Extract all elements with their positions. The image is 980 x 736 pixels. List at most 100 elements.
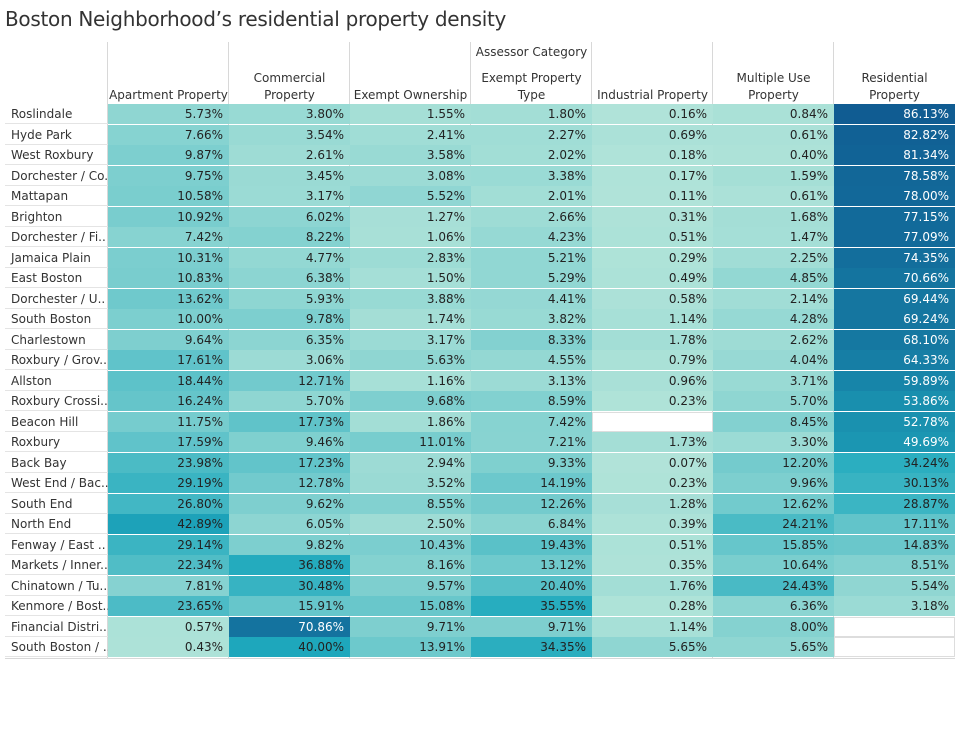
heatmap-cell: 8.00% (713, 616, 834, 637)
heatmap-cell: 59.89% (834, 370, 955, 391)
row-label: Hyde Park (5, 125, 108, 145)
row-label: Fenway / East .. (5, 535, 108, 555)
row-label: Dorchester / Fi.. (5, 227, 108, 247)
heatmap-cell: 10.43% (350, 534, 471, 555)
column-header: Commercial Property (229, 68, 350, 104)
heatmap-cell: 7.81% (108, 575, 229, 596)
column-header-line: Property (748, 88, 799, 102)
heatmap-cell: 0.18% (592, 145, 713, 165)
heatmap-cell: 34.35% (471, 637, 592, 657)
heatmap-cell: 9.64% (108, 329, 229, 350)
column-header-line: Residential (861, 71, 928, 85)
heatmap-cell: 5.54% (834, 575, 955, 596)
table-row: East Boston 10.83% 6.38% 1.50% 5.29% 0.49% 4.8… (5, 268, 955, 288)
heatmap-cell: 9.87% (108, 145, 229, 165)
table-row: Allston 18.44% 12.71% 1.16% 3.13% 0.96% 3.71% 5… (5, 370, 955, 391)
heatmap-cell: 14.83% (834, 534, 955, 555)
heatmap-cell: 81.34% (834, 145, 955, 165)
heatmap-cell: 2.83% (350, 247, 471, 268)
row-label: Roxbury / Grov.. (5, 350, 108, 370)
table-row: Brighton 10.92% 6.02% 1.27% 2.66% 0.31% 1.68% 7… (5, 206, 955, 227)
heatmap-cell: 5.93% (229, 288, 350, 309)
column-header: Exempt Ownership (350, 68, 471, 104)
heatmap-cell: 2.62% (713, 329, 834, 350)
heatmap-cell: 24.21% (713, 514, 834, 534)
column-separator (712, 42, 713, 658)
row-label: Charlestown (5, 330, 108, 350)
heatmap-cell: 7.42% (471, 411, 592, 432)
heatmap-cell: 0.17% (592, 165, 713, 186)
heatmap-cell: 0.61% (713, 124, 834, 145)
row-label: Kenmore / Bost.. (5, 596, 108, 616)
heatmap-cell: 0.84% (713, 104, 834, 124)
heatmap-cell: 9.78% (229, 309, 350, 329)
heatmap-cell: 2.94% (350, 452, 471, 473)
heatmap-cell: 3.17% (350, 329, 471, 350)
heatmap-cell: 49.69% (834, 432, 955, 452)
row-label: South End (5, 494, 108, 514)
column-header-line: Type (517, 88, 546, 102)
heatmap-cell: 17.59% (108, 432, 229, 452)
column-header-line: Exempt Ownership (353, 88, 468, 102)
heatmap-cell: 0.43% (108, 637, 229, 657)
heatmap-cell: 5.63% (350, 350, 471, 370)
heatmap-cell: 18.44% (108, 370, 229, 391)
heatmap-cell: 3.82% (471, 309, 592, 329)
heatmap-cell: 8.55% (350, 493, 471, 514)
heatmap-cell: 6.36% (713, 596, 834, 616)
heatmap-cell: 19.43% (471, 534, 592, 555)
row-label: Roxbury Crossi.. (5, 391, 108, 411)
row-label: South Boston (5, 309, 108, 329)
heatmap-cell: 1.06% (350, 227, 471, 247)
heatmap-cell: 1.76% (592, 575, 713, 596)
table-row: Markets / Inner.. 22.34% 36.88% 8.16% 13.12%… (5, 555, 955, 575)
heatmap-cell: 2.41% (350, 124, 471, 145)
table-row: Charlestown 9.64% 6.35% 3.17% 8.33% 1.78% 2.62… (5, 329, 955, 350)
column-separator (349, 42, 350, 658)
column-separator (591, 42, 592, 658)
heatmap-cell: 6.38% (229, 268, 350, 288)
heatmap-cell: 3.30% (713, 432, 834, 452)
heatmap-cell: 3.54% (229, 124, 350, 145)
heatmap-cell: 3.06% (229, 350, 350, 370)
heatmap-cell: 3.58% (350, 145, 471, 165)
heatmap-cell: 2.14% (713, 288, 834, 309)
heatmap-cell: 5.70% (229, 391, 350, 411)
heatmap-cell: 15.08% (350, 596, 471, 616)
table-row: Dorchester / Fi.. 7.42% 8.22% 1.06% 4.23% 0.5… (5, 227, 955, 247)
heatmap-cell: 30.13% (834, 473, 955, 493)
heatmap-cell: 0.23% (592, 473, 713, 493)
table-row: Roslindale 5.73% 3.80% 1.55% 1.80% 0.16% 0.84%… (5, 104, 955, 124)
heatmap-cell: 0.31% (592, 206, 713, 227)
row-label: Dorchester / U.. (5, 289, 108, 309)
heatmap-cell: 0.40% (713, 145, 834, 165)
column-header: Apartment Property (108, 68, 229, 104)
heatmap-cell: 0.16% (592, 104, 713, 124)
heatmap-cell: 2.01% (471, 186, 592, 206)
table-row: Back Bay 23.98% 17.23% 2.94% 9.33% 0.07% 12.20… (5, 452, 955, 473)
table-row: Kenmore / Bost.. 23.65% 15.91% 15.08% 35.55%… (5, 596, 955, 616)
heatmap-cell: 0.11% (592, 186, 713, 206)
heatmap-cell: 1.86% (350, 411, 471, 432)
table-row: Roxbury 17.59% 9.46% 11.01% 7.21% 1.73% 3.30% 4… (5, 432, 955, 452)
column-separator (470, 42, 471, 658)
table-row: South Boston / .. 0.43% 40.00% 13.91% 34.35%… (5, 637, 955, 657)
table-row: Financial Distri.. 0.57% 70.86% 9.71% 9.71% 1… (5, 616, 955, 637)
table-row: Mattapan 10.58% 3.17% 5.52% 2.01% 0.11% 0.61% 7… (5, 186, 955, 206)
heatmap-cell: 0.57% (108, 616, 229, 637)
heatmap-cell: 36.88% (229, 555, 350, 575)
heatmap-cell: 17.11% (834, 514, 955, 534)
heatmap-cell: 3.80% (229, 104, 350, 124)
heatmap-cell: 3.38% (471, 165, 592, 186)
heatmap-cell: 68.10% (834, 329, 955, 350)
heatmap-cell: 74.35% (834, 247, 955, 268)
heatmap-cell: 4.23% (471, 227, 592, 247)
heatmap-cell: 8.16% (350, 555, 471, 575)
table-row: West End / Bac.. 29.19% 12.78% 3.52% 14.19% 0… (5, 473, 955, 493)
heatmap-cell: 29.14% (108, 534, 229, 555)
heatmap-cell: 4.41% (471, 288, 592, 309)
heatmap-cell: 0.69% (592, 124, 713, 145)
heatmap-cell: 70.86% (229, 616, 350, 637)
heatmap-cell: 0.07% (592, 452, 713, 473)
row-label: Markets / Inner.. (5, 555, 108, 575)
